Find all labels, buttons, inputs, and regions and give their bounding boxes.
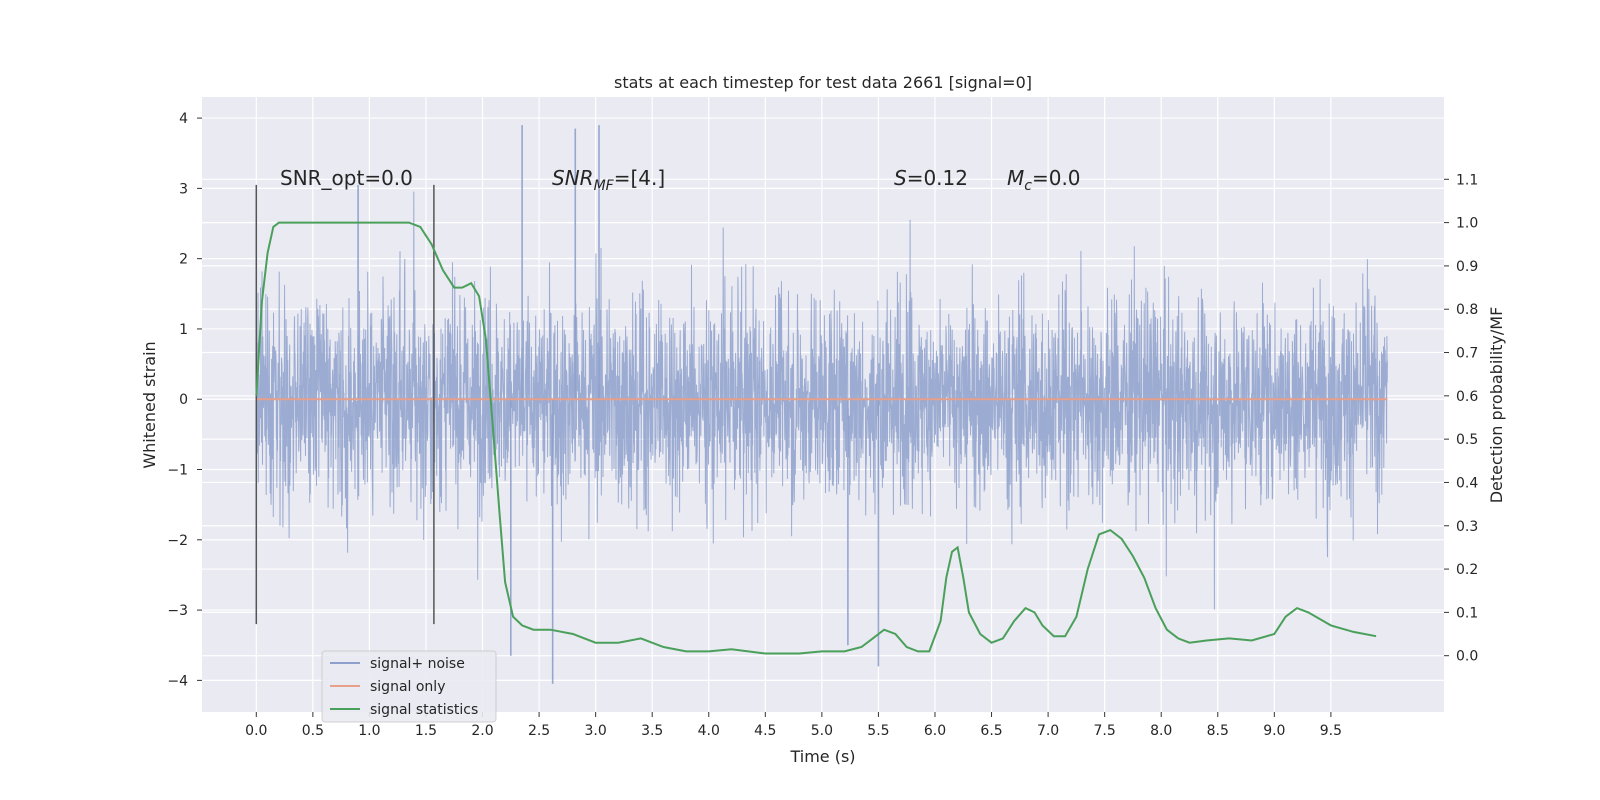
x-tick-label: 0.0 <box>245 723 267 739</box>
x-tick-label: 3.0 <box>585 723 607 739</box>
y-tick-label: −4 <box>167 673 188 689</box>
annotations: SNR_opt=0.0 SNRMF=[4.] S=0.12 Mc=0.0 <box>280 166 1081 194</box>
x-tick-label: 1.0 <box>358 723 380 739</box>
y2-tick-label: 0.9 <box>1456 259 1478 275</box>
x-tick-label: 5.5 <box>867 723 889 739</box>
x-tick-label: 7.0 <box>1037 723 1059 739</box>
y2-tick-label: 0.3 <box>1456 519 1478 535</box>
y2-tick-label: 0.2 <box>1456 562 1478 578</box>
x-tick-label: 1.5 <box>415 723 437 739</box>
x-ticks: 0.0 0.5 1.0 1.5 2.0 2.5 3.0 3.5 4.0 4.5 5.0 5.5 6.0 6… <box>245 712 1342 739</box>
x-axis-label: Time (s) <box>789 747 855 766</box>
legend-label-signal-statistics: signal statistics <box>370 702 478 718</box>
y-tick-label: −3 <box>167 603 188 619</box>
y2-tick-label: 1.0 <box>1456 216 1478 232</box>
legend-box <box>321 650 497 723</box>
y-tick-label: 3 <box>179 181 188 197</box>
y2-ticks: 1.1 1.0 0.9 0.8 0.7 0.6 0.5 0.4 0.3 0.2 0.1 0.0 <box>1444 172 1478 665</box>
series-signal-noise <box>255 125 1388 684</box>
y2-tick-label: 0.4 <box>1456 475 1478 491</box>
x-tick-label: 5.0 <box>811 723 833 739</box>
legend-label-signal-noise: signal+ noise <box>370 656 465 672</box>
noise-trace <box>255 191 1388 610</box>
x-tick-label: 7.5 <box>1094 723 1116 739</box>
annotation-mc: Mc=0.0 <box>1007 166 1081 194</box>
y2-axis-label: Detection probability/MF <box>1487 307 1506 504</box>
legend-label-signal-only: signal only <box>370 679 445 695</box>
vertical-markers <box>255 184 435 625</box>
x-tick-label: 6.5 <box>980 723 1002 739</box>
y-tick-label: −2 <box>167 533 188 549</box>
annotation-snr-mf: SNRMF=[4.] <box>552 166 665 194</box>
annotation-s-stat: S=0.12 <box>894 166 968 190</box>
x-tick-label: 9.0 <box>1263 723 1285 739</box>
x-tick-label: 6.0 <box>924 723 946 739</box>
y2-tick-label: 0.7 <box>1456 346 1478 362</box>
y-tick-label: 2 <box>179 252 188 268</box>
series-signal-statistics <box>255 221 1377 655</box>
y-ticks: 4 3 2 1 0 −1 −2 −3 −4 <box>167 111 202 689</box>
y-tick-label: 4 <box>179 111 188 127</box>
y-tick-label: 1 <box>179 322 188 338</box>
chart-title: stats at each timestep for test data 266… <box>614 73 1032 92</box>
x-tick-label: 4.5 <box>754 723 776 739</box>
x-tick-label: 9.5 <box>1320 723 1342 739</box>
y-tick-label: 0 <box>179 392 188 408</box>
y2-tick-label: 0.0 <box>1456 649 1478 665</box>
x-tick-label: 8.5 <box>1207 723 1229 739</box>
y2-tick-label: 0.8 <box>1456 302 1478 318</box>
y2-tick-label: 0.1 <box>1456 605 1478 621</box>
y2-tick-label: 0.5 <box>1456 432 1478 448</box>
x-tick-label: 0.5 <box>302 723 324 739</box>
y-tick-label: −1 <box>167 463 188 479</box>
legend: signal+ noise signal only signal statist… <box>321 650 497 723</box>
x-tick-label: 4.0 <box>698 723 720 739</box>
y2-tick-label: 0.6 <box>1456 389 1478 405</box>
x-tick-label: 2.5 <box>528 723 550 739</box>
y2-tick-label: 1.1 <box>1456 172 1478 188</box>
x-tick-label: 2.0 <box>471 723 493 739</box>
x-tick-label: 3.5 <box>641 723 663 739</box>
x-tick-label: 8.0 <box>1150 723 1172 739</box>
annotation-snr-opt: SNR_opt=0.0 <box>280 166 413 190</box>
y-axis-label: Whitened strain <box>140 341 159 468</box>
